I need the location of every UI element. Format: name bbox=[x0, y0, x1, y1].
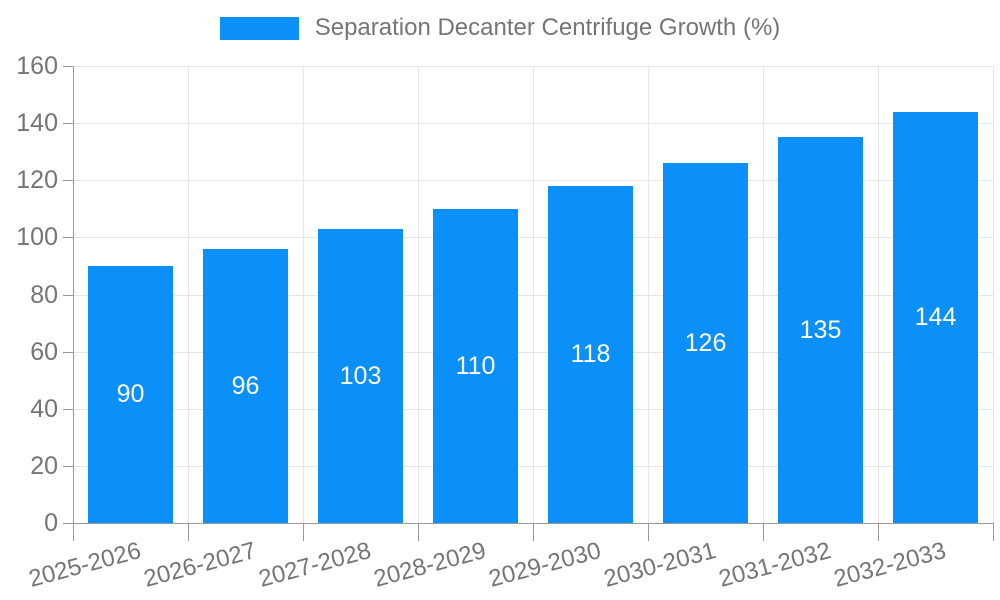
x-axis-label: 2025-2026 bbox=[25, 537, 144, 593]
y-tick bbox=[63, 465, 73, 467]
bar-value-label: 144 bbox=[914, 303, 957, 331]
y-tick bbox=[63, 351, 73, 353]
x-axis-label: 2031-2032 bbox=[715, 537, 834, 593]
x-tick bbox=[533, 523, 534, 541]
y-axis-label: 80 bbox=[30, 280, 58, 309]
y-axis-label: 100 bbox=[16, 223, 58, 252]
y-tick bbox=[63, 237, 73, 239]
bar-2028-2029: 110 bbox=[433, 209, 518, 523]
x-axis-label: 2029-2030 bbox=[485, 537, 604, 593]
legend-series-label: Separation Decanter Centrifuge Growth (%… bbox=[314, 14, 781, 41]
chart-legend: Separation Decanter Centrifuge Growth (%… bbox=[0, 14, 1000, 42]
bar-value-label: 126 bbox=[684, 328, 727, 357]
bar-2031-2032: 135 bbox=[778, 137, 863, 523]
x-gridline bbox=[418, 66, 419, 523]
x-gridline bbox=[303, 66, 304, 523]
bar-value-label: 103 bbox=[339, 361, 382, 390]
x-gridline bbox=[188, 66, 189, 523]
bar-2029-2030: 118 bbox=[548, 186, 633, 523]
y-tick bbox=[63, 294, 73, 296]
x-axis-label: 2027-2028 bbox=[255, 537, 374, 593]
y-axis-label: 160 bbox=[16, 52, 58, 80]
x-tick bbox=[303, 523, 304, 541]
bar-2032-2033: 144 bbox=[893, 112, 978, 523]
legend-swatch bbox=[219, 16, 299, 40]
x-tick bbox=[188, 523, 189, 541]
y-tick bbox=[63, 408, 73, 410]
x-tick bbox=[993, 523, 994, 541]
bar-value-label: 90 bbox=[116, 380, 145, 408]
y-axis bbox=[73, 66, 74, 523]
y-tick bbox=[63, 123, 73, 125]
bar-2027-2028: 103 bbox=[318, 229, 403, 523]
bar-value-label: 96 bbox=[231, 371, 260, 400]
x-gridline bbox=[648, 66, 649, 523]
y-axis-label: 0 bbox=[44, 509, 58, 537]
y-tick bbox=[63, 66, 73, 67]
x-axis-label: 2030-2031 bbox=[600, 537, 719, 593]
bar-value-label: 118 bbox=[570, 340, 611, 368]
bar-value-label: 135 bbox=[799, 315, 842, 344]
bar-2026-2027: 96 bbox=[203, 249, 288, 523]
y-axis-label: 20 bbox=[30, 451, 58, 480]
x-tick bbox=[73, 523, 74, 541]
x-tick bbox=[878, 523, 879, 541]
y-tick bbox=[63, 523, 73, 524]
x-tick bbox=[418, 523, 419, 541]
y-axis-label: 140 bbox=[16, 109, 58, 138]
y-axis-label: 60 bbox=[30, 337, 58, 366]
x-gridline bbox=[993, 66, 994, 523]
x-gridline bbox=[763, 66, 764, 523]
x-tick bbox=[648, 523, 649, 541]
y-tick bbox=[63, 180, 73, 182]
x-axis bbox=[73, 523, 993, 524]
bar-value-label: 110 bbox=[455, 351, 496, 380]
y-axis-label: 40 bbox=[30, 394, 58, 423]
x-tick bbox=[763, 523, 764, 541]
x-axis-label: 2028-2029 bbox=[370, 537, 489, 593]
x-gridline bbox=[878, 66, 879, 523]
x-axis-label: 2032-2033 bbox=[830, 537, 949, 593]
bar-2030-2031: 126 bbox=[663, 163, 748, 523]
x-gridline bbox=[533, 66, 534, 523]
x-axis-label: 2026-2027 bbox=[140, 537, 259, 593]
bar-2025-2026: 90 bbox=[88, 266, 173, 523]
y-axis-label: 120 bbox=[16, 166, 58, 195]
